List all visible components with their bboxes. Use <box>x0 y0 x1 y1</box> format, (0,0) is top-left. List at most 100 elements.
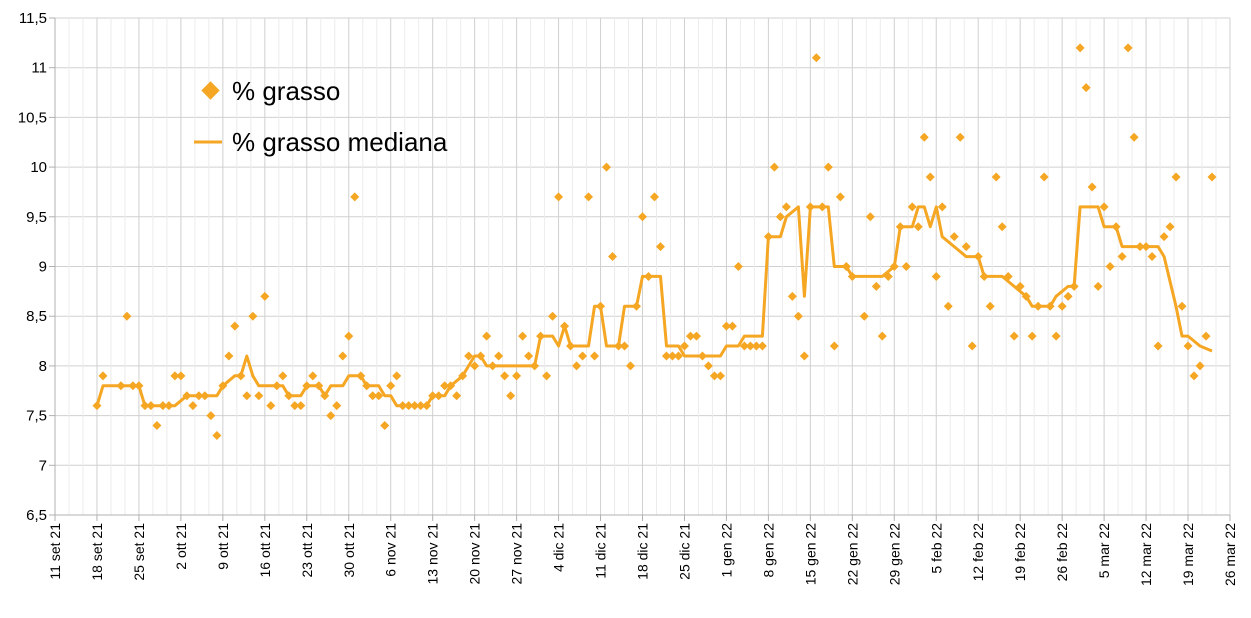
data-point <box>164 401 174 411</box>
data-point <box>1057 301 1067 311</box>
x-tick-labels: 11 set 21 18 set 21 25 set 21 2 ott 21 9 ott… <box>47 523 1238 586</box>
data-point <box>434 391 444 401</box>
data-point <box>626 361 636 371</box>
x-tick-label: 11 set 21 <box>47 523 63 580</box>
data-point <box>386 381 396 391</box>
data-point <box>122 311 132 321</box>
data-point <box>398 401 408 411</box>
legend-label-mediana: % grasso mediana <box>232 127 448 157</box>
data-point <box>206 411 216 421</box>
data-point <box>422 401 432 411</box>
data-point <box>1207 172 1217 182</box>
data-point <box>152 421 162 431</box>
data-point <box>506 391 516 401</box>
data-point <box>943 301 953 311</box>
data-point <box>1009 331 1019 341</box>
data-point <box>566 341 576 351</box>
data-point <box>374 391 384 401</box>
data-point <box>518 331 528 341</box>
legend-entry-grasso: % grasso <box>201 76 340 106</box>
x-tick-label: 5 mar 22 <box>1096 523 1112 578</box>
data-point <box>757 341 767 351</box>
y-tick-label: 9,5 <box>26 209 47 226</box>
y-tick-label: 10,5 <box>18 109 47 126</box>
x-tick-label: 12 mar 22 <box>1138 523 1154 586</box>
legend: % grasso % grasso mediana <box>194 76 448 157</box>
x-tick-label: 25 set 21 <box>131 523 147 581</box>
data-point <box>769 162 779 172</box>
data-point <box>997 222 1007 232</box>
data-point <box>1063 291 1073 301</box>
y-tick-label: 9 <box>39 259 47 276</box>
data-point <box>326 411 336 421</box>
data-point <box>1135 242 1145 252</box>
y-tick-label: 11 <box>31 60 47 77</box>
data-point <box>1117 252 1127 262</box>
data-point <box>1141 242 1151 252</box>
x-tick-label: 20 nov 21 <box>467 523 483 585</box>
data-point <box>302 381 312 391</box>
data-point <box>1105 262 1115 271</box>
data-point <box>224 351 234 361</box>
data-point <box>955 132 965 142</box>
data-point <box>811 53 821 63</box>
data-point <box>116 381 126 391</box>
data-point <box>835 192 845 202</box>
data-point <box>1033 301 1043 311</box>
data-point <box>1195 361 1205 371</box>
data-point <box>787 291 797 301</box>
data-point <box>284 391 294 401</box>
data-point <box>464 351 474 361</box>
data-point <box>632 301 642 311</box>
data-point <box>218 381 228 391</box>
y-tick-label: 7 <box>39 457 47 474</box>
data-point <box>979 271 989 281</box>
data-point <box>296 401 306 411</box>
data-point <box>1123 43 1133 53</box>
data-point <box>140 401 150 411</box>
data-point <box>1129 132 1139 142</box>
data-point <box>1099 202 1109 212</box>
data-point <box>620 341 630 351</box>
y-tick-label: 10 <box>30 159 47 176</box>
data-point <box>949 232 959 242</box>
data-point <box>661 351 671 361</box>
data-point <box>673 351 683 361</box>
data-point <box>895 222 905 232</box>
data-point <box>146 401 156 411</box>
data-point <box>314 381 324 391</box>
data-point <box>494 351 504 361</box>
data-point <box>1051 331 1061 341</box>
data-point <box>128 381 138 391</box>
median-line <box>95 205 1213 408</box>
data-point <box>961 242 971 252</box>
data-point <box>230 321 240 331</box>
x-tick-label: 8 gen 22 <box>760 523 776 578</box>
data-point <box>967 341 977 351</box>
x-tick-label: 22 gen 22 <box>844 523 860 585</box>
data-point <box>643 271 653 281</box>
x-tick-label: 29 gen 22 <box>886 523 902 585</box>
data-point <box>685 331 695 341</box>
data-point <box>991 172 1001 182</box>
data-point <box>584 192 594 202</box>
series-points <box>92 43 1217 440</box>
data-point <box>404 401 414 411</box>
data-point <box>931 271 941 281</box>
data-point <box>1015 281 1025 291</box>
data-point <box>254 391 264 401</box>
data-point <box>1081 83 1091 93</box>
data-point <box>883 271 893 281</box>
data-point <box>542 371 552 381</box>
data-point <box>937 202 947 212</box>
data-point <box>482 331 492 341</box>
data-point <box>901 262 911 271</box>
data-point <box>602 162 612 172</box>
x-tick-label: 18 dic 21 <box>635 523 651 580</box>
data-point <box>1003 271 1013 281</box>
series-median-line <box>95 205 1213 408</box>
data-point <box>134 381 144 391</box>
x-tick-label: 30 ott 21 <box>341 523 357 578</box>
legend-entry-mediana: % grasso mediana <box>194 127 448 157</box>
data-point <box>775 212 785 222</box>
